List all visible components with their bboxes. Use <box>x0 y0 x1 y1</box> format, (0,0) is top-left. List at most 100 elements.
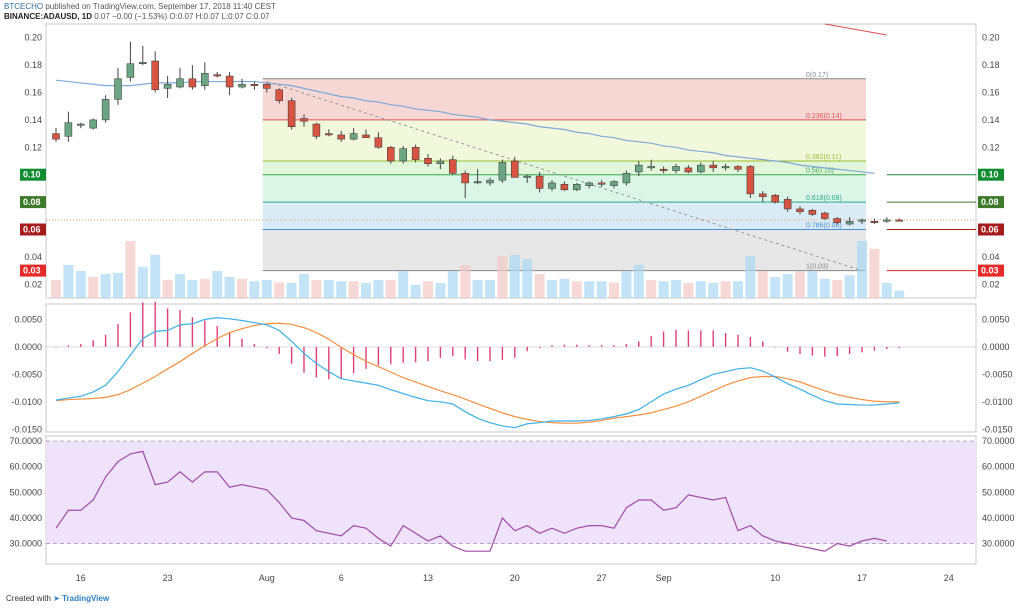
candle-up <box>163 84 172 89</box>
volume-bar <box>547 280 557 298</box>
x-tick-label: 6 <box>339 573 344 583</box>
volume-bar <box>869 248 880 298</box>
macd-tick-right: -0.0150 <box>982 424 1013 434</box>
volume-bar <box>274 282 285 298</box>
author-name[interactable]: BTCECHO <box>4 2 44 11</box>
volume-bar <box>150 254 161 298</box>
fib-level-label: 0.618(0.08) <box>806 195 842 202</box>
volume-bar <box>187 280 198 298</box>
volume-bar <box>881 283 892 298</box>
volume-bar <box>745 256 756 298</box>
volume-bar <box>795 271 805 298</box>
chart-canvas[interactable]: 0(0.17) 0.236(0.14) 0.382(0.11) 0.5(0.10) 0.… <box>0 0 1024 590</box>
volume-bar <box>88 277 99 298</box>
candle-down <box>734 166 742 170</box>
volume-bar <box>646 280 657 298</box>
volume-bar <box>237 278 247 298</box>
x-tick-label: 16 <box>76 573 86 583</box>
rsi-tick-left: 50.0000 <box>9 487 42 497</box>
fib-zone <box>262 119 866 161</box>
candle-down <box>411 147 420 160</box>
candle-up <box>721 166 730 169</box>
candle-down <box>709 164 717 169</box>
price-tick-right: 0.20 <box>982 33 1000 43</box>
price-tag-right-text: 0.03 <box>981 266 999 276</box>
candle-down <box>771 195 779 203</box>
volume-bar <box>125 241 136 298</box>
candle-up <box>114 78 122 100</box>
candle-down <box>225 75 234 88</box>
candle-up <box>573 184 581 191</box>
candle-up <box>523 175 531 178</box>
price-tag-left <box>20 168 46 181</box>
volume-bar <box>485 280 495 298</box>
volume-bar <box>410 284 421 298</box>
price-tag-right <box>978 223 1004 236</box>
macd-tick-right: -0.0100 <box>982 397 1013 407</box>
rsi-tick-left: 30.0000 <box>9 539 42 549</box>
volume-bar <box>559 278 570 298</box>
volume-bar <box>447 271 458 298</box>
candle-down <box>597 182 606 185</box>
tradingview-logo-icon: ➤ <box>53 594 60 603</box>
volume-bar <box>398 271 409 298</box>
volume-bar <box>472 280 483 298</box>
macd-line <box>55 317 900 429</box>
candle-down <box>275 89 283 101</box>
x-tick-label: 10 <box>770 573 780 583</box>
price-tick-left: 0.14 <box>24 115 42 125</box>
candle-down <box>796 208 804 212</box>
x-tick-label: Aug <box>259 573 275 583</box>
candle-down <box>783 199 792 210</box>
macd-tick-left: 0.0000 <box>14 342 42 352</box>
rsi-tick-left: 40.0000 <box>9 513 42 523</box>
volume-bar <box>323 280 334 298</box>
volume-bar <box>100 274 111 298</box>
volume-bar <box>249 281 260 298</box>
volume-bar <box>534 274 545 298</box>
macd-tick-left: 0.0050 <box>14 314 42 324</box>
rsi-tick-left: 70.0000 <box>9 436 42 446</box>
candle-down <box>263 84 271 89</box>
price-tag-left-text: 0.08 <box>23 197 41 207</box>
price-tag-left-text: 0.06 <box>23 225 41 235</box>
candle-up <box>77 123 85 126</box>
candle-down <box>337 134 345 140</box>
fib-level-label: 0.5(0.10) <box>806 168 834 175</box>
candle-down <box>312 123 321 137</box>
candle-down <box>250 84 259 86</box>
fib-level-label: 0(0.17) <box>806 72 828 79</box>
rsi-tick-right: 30.0000 <box>982 539 1015 549</box>
price-tick-right: 0.14 <box>982 115 1000 125</box>
candle-up <box>610 181 618 186</box>
volume-bar <box>782 274 793 298</box>
tradingview-brand[interactable]: TradingView <box>62 594 110 603</box>
price-tag-right <box>978 196 1004 209</box>
candle-up <box>697 164 705 173</box>
x-tick-label: 13 <box>423 573 433 583</box>
candle-down <box>424 158 432 164</box>
volume-bar <box>671 280 681 298</box>
rsi-line <box>55 450 887 552</box>
x-tick-label: 20 <box>510 573 520 583</box>
macd-tick-left: -0.0100 <box>11 397 42 407</box>
rsi-tick-left: 60.0000 <box>9 462 42 472</box>
volume-bar <box>683 283 694 298</box>
candle-up <box>883 219 891 222</box>
volume-bar <box>175 274 185 298</box>
rsi-tick-right: 60.0000 <box>982 462 1015 472</box>
rsi-tick-right: 50.0000 <box>982 487 1015 497</box>
candle-up <box>201 73 209 86</box>
chart-header: BTCECHO published on TradingView.com, Se… <box>4 2 276 22</box>
candle-down <box>387 147 395 162</box>
rsi-tick-right: 40.0000 <box>982 513 1015 523</box>
volume-bar <box>609 282 619 298</box>
price-tick-left: 0.02 <box>24 279 42 289</box>
macd-tick-right: 0.0000 <box>982 342 1010 352</box>
publish-line: BTCECHO published on TradingView.com, Se… <box>4 2 276 12</box>
x-tick-label: 23 <box>163 573 173 583</box>
price-tick-left: 0.20 <box>24 33 42 43</box>
volume-bar <box>299 274 309 298</box>
fib-zone <box>262 161 866 175</box>
volume-bar <box>720 281 731 298</box>
